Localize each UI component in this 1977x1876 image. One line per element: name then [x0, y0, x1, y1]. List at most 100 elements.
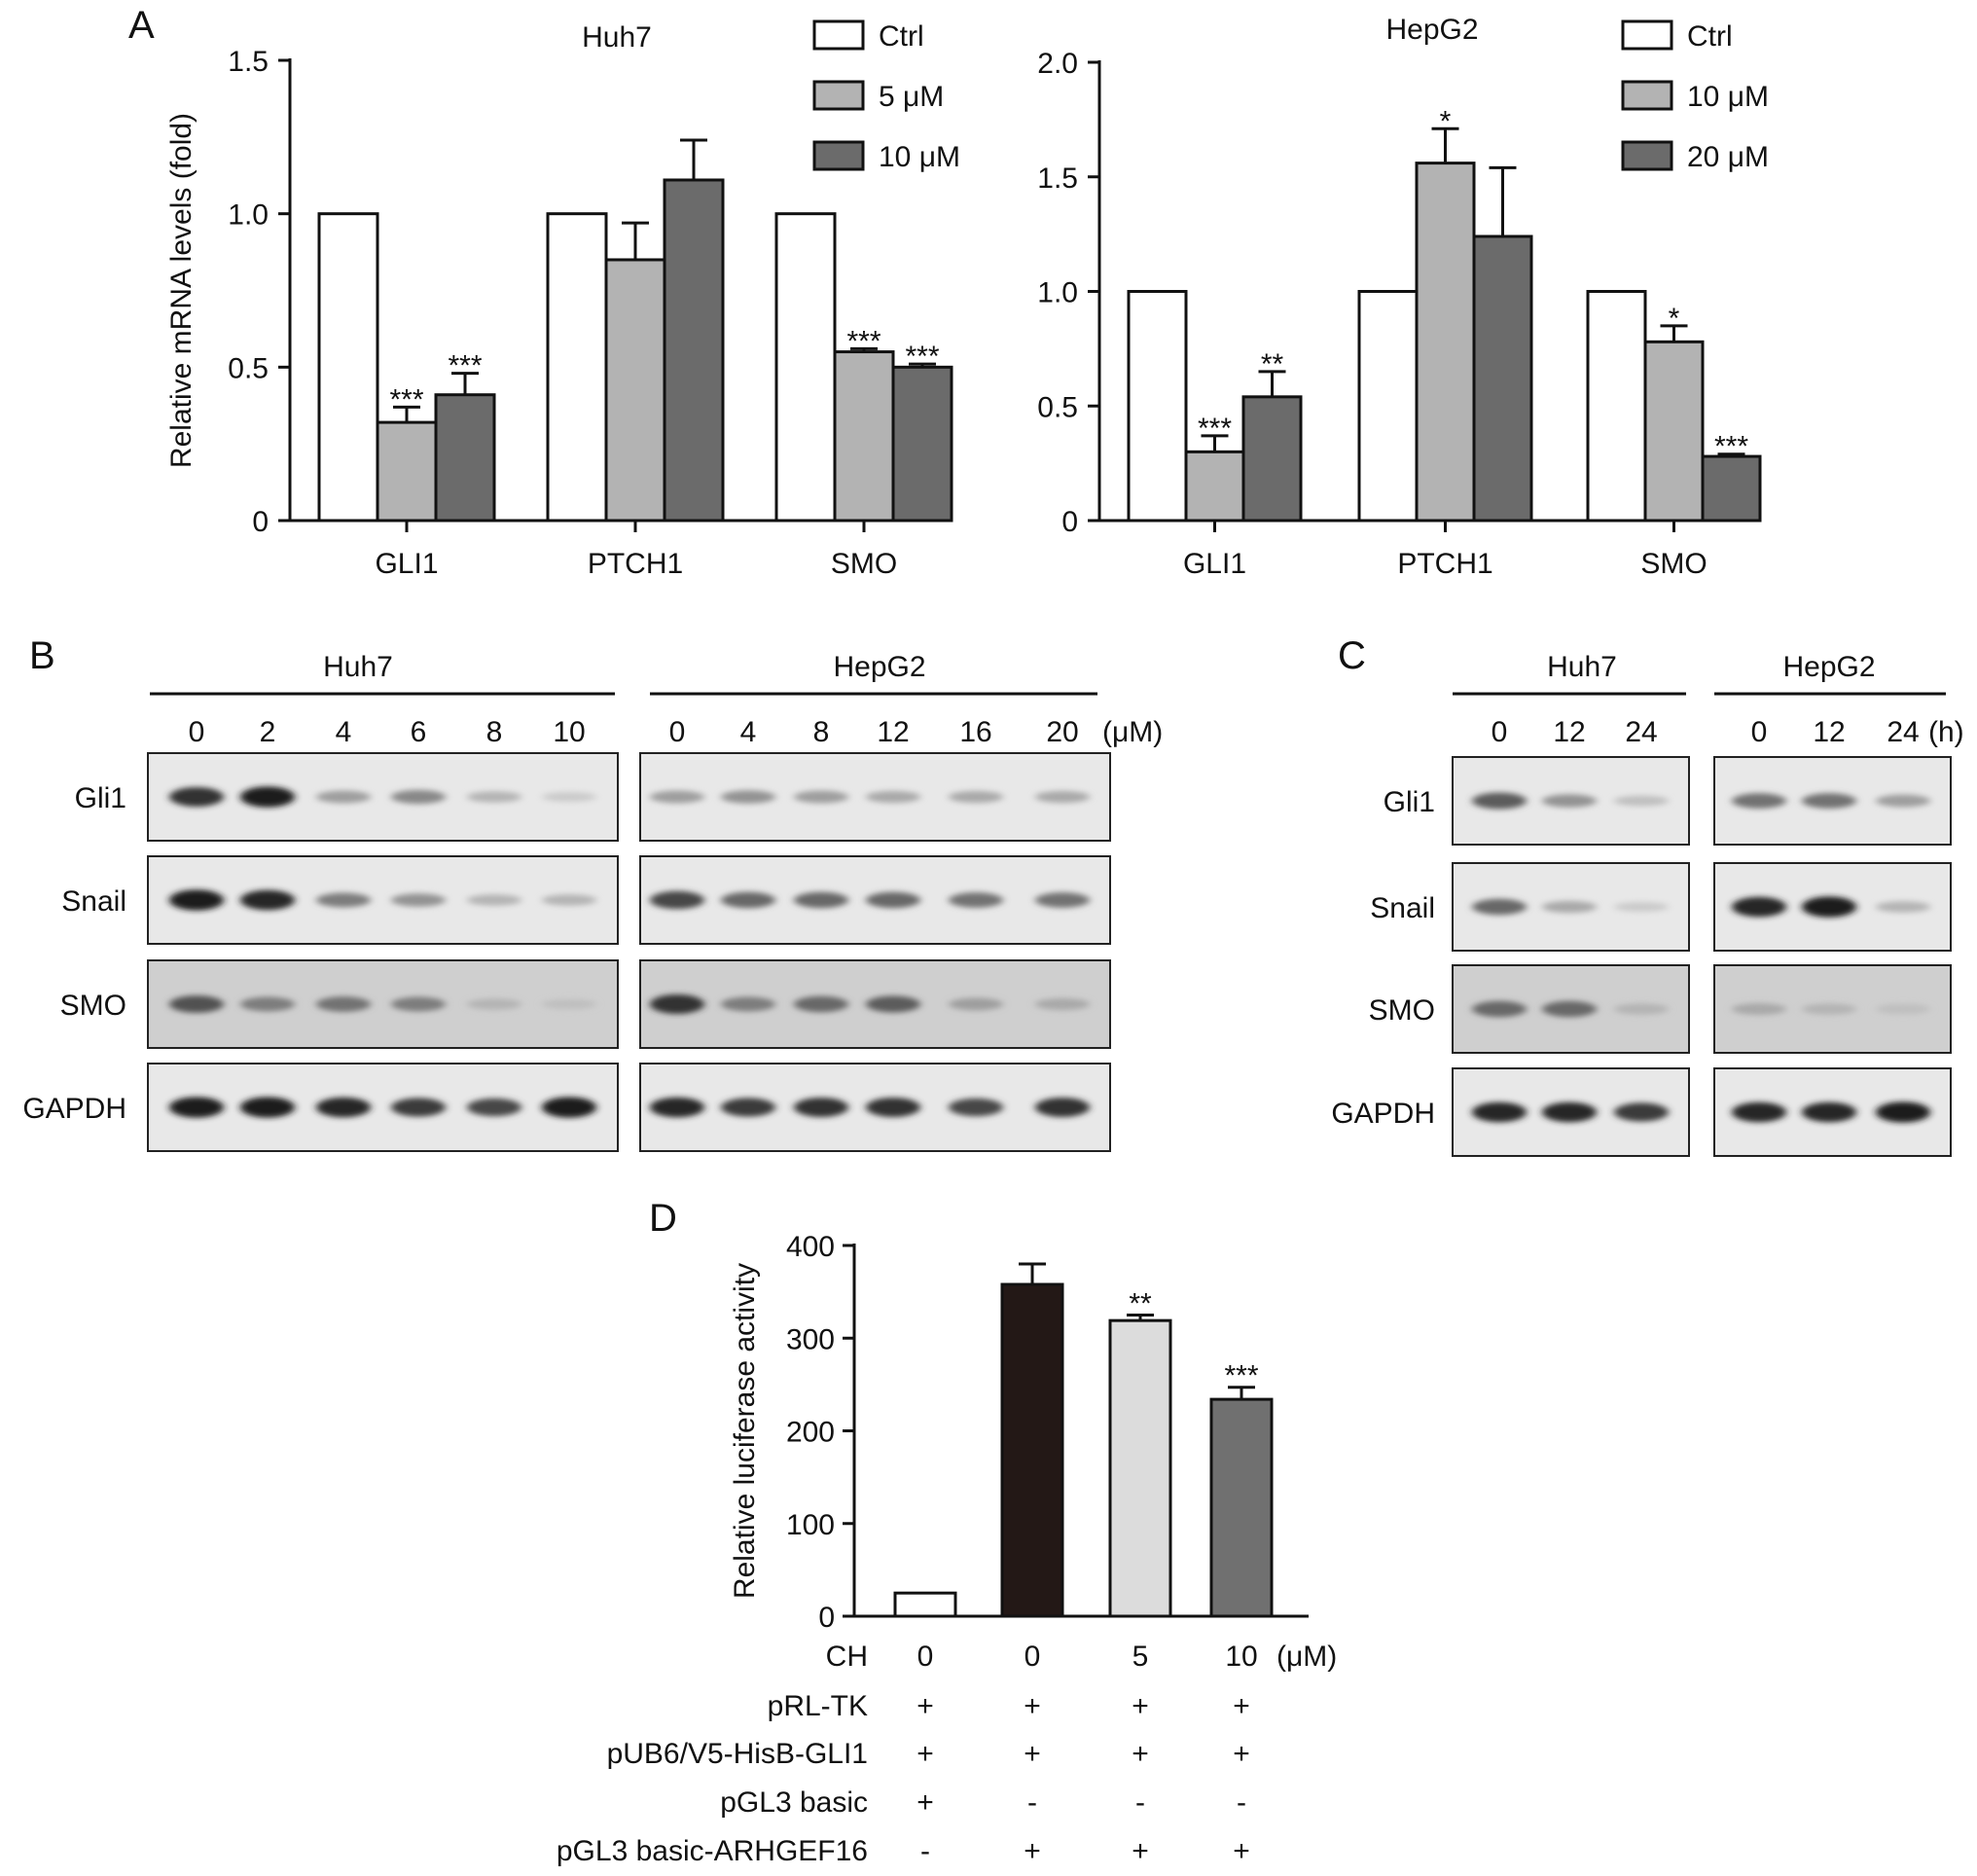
- lane-label: 8: [813, 716, 830, 748]
- blot-band: [1542, 1101, 1597, 1123]
- condition-mark: +: [917, 1690, 934, 1722]
- protein-label: Gli1: [75, 782, 126, 814]
- significance-label: ***: [846, 325, 881, 357]
- blot-strip-SMO-1: [1713, 964, 1952, 1054]
- blot-band: [1876, 794, 1930, 808]
- lane-label: 12: [1813, 716, 1845, 748]
- legend-label: 20 μM: [1687, 141, 1769, 173]
- protein-label: SMO: [60, 990, 126, 1022]
- significance-label: **: [1129, 1287, 1152, 1319]
- y-tick-label: 2.0: [1037, 48, 1078, 80]
- blot-band: [794, 1098, 848, 1117]
- blot-band: [1876, 1003, 1930, 1015]
- legend-swatch: [812, 19, 865, 51]
- blot-band: [1732, 793, 1786, 809]
- condition-mark: +: [1024, 1738, 1041, 1770]
- unit-label: (h): [1928, 716, 1964, 748]
- lane-label: 24: [1625, 716, 1657, 748]
- legend-swatch: [812, 140, 865, 171]
- bar-SMO-0: [774, 212, 837, 523]
- condition-mark: +: [1233, 1835, 1250, 1867]
- lane-label: 8: [486, 716, 503, 748]
- blot-strip-SMO-0: [147, 959, 619, 1049]
- bar-GLI1-1: [376, 420, 438, 523]
- condition-mark: -: [1135, 1786, 1145, 1819]
- cell-line-label: HepG2: [833, 651, 925, 683]
- bar-GLI1-2: [434, 393, 496, 523]
- blot-band: [650, 1097, 704, 1118]
- lane-label: 10: [553, 716, 585, 748]
- blot-band: [1035, 997, 1090, 1011]
- legend-swatch: [812, 80, 865, 111]
- y-tick-label: 0: [1061, 506, 1078, 538]
- lane-label: 2: [260, 716, 276, 748]
- x-tick-label: SMO: [1640, 548, 1707, 580]
- blot-band: [169, 787, 224, 807]
- y-tick-label: 0.5: [228, 352, 269, 384]
- lane-label: 12: [1553, 716, 1585, 748]
- condition-mark: -: [1027, 1786, 1037, 1819]
- condition-label: pUB6/V5-HisB-GLI1: [607, 1738, 868, 1770]
- condition-mark: +: [917, 1786, 934, 1819]
- blot-band: [1802, 896, 1856, 918]
- blot-band: [391, 996, 446, 1012]
- blot-band: [1472, 1000, 1527, 1018]
- cell-line-label: Huh7: [1547, 651, 1617, 683]
- bar-GLI1-0: [317, 212, 379, 523]
- blot-band: [866, 995, 920, 1013]
- blot-band: [721, 996, 775, 1012]
- protein-label: Snail: [61, 885, 126, 918]
- blot-frame: [147, 752, 619, 842]
- blot-group-HepG2: HepG2 0 12 24: [1714, 651, 1946, 748]
- blot-strip-Gli1-0: [1452, 756, 1690, 846]
- blot-band: [1732, 1101, 1786, 1123]
- blot-strip-GAPDH-1: [639, 1063, 1111, 1152]
- blot-band: [1802, 793, 1856, 809]
- blot-frame: [147, 1063, 619, 1152]
- lane-label: 0: [1751, 716, 1768, 748]
- blot-strip-GAPDH-1: [1713, 1067, 1952, 1157]
- blot-strip-SMO-0: [1452, 964, 1690, 1054]
- significance-label: ***: [1224, 1360, 1258, 1392]
- y-tick-label: 0: [818, 1602, 835, 1634]
- blot-band: [1035, 892, 1090, 908]
- blot-band: [316, 892, 371, 908]
- lane-label: 6: [411, 716, 427, 748]
- chart-title: Huh7: [582, 21, 652, 54]
- blot-band: [1614, 795, 1669, 807]
- significance-label: ***: [905, 341, 939, 373]
- bar-SMO-2: [1701, 454, 1762, 523]
- blot-group-Huh7: Huh7 0 2 4 6 8 10: [150, 651, 615, 748]
- significance-label: ***: [1714, 431, 1748, 463]
- y-tick-label: 1.5: [228, 46, 269, 78]
- blot-band: [650, 790, 704, 804]
- condition-mark: +: [917, 1738, 934, 1770]
- blot-band: [1732, 1002, 1786, 1016]
- significance-label: ***: [448, 350, 482, 382]
- condition-mark: +: [1233, 1738, 1250, 1770]
- blot-band: [794, 995, 848, 1013]
- blot-band: [721, 891, 775, 909]
- blot-band: [169, 1097, 224, 1118]
- legend-label: 5 μM: [879, 81, 944, 113]
- condition-mark: +: [1233, 1690, 1250, 1722]
- unit-label: (μM): [1276, 1641, 1337, 1673]
- blot-band: [391, 1098, 446, 1117]
- blot-band: [467, 791, 521, 803]
- blot-strip-Gli1-0: [147, 752, 619, 842]
- chart-A_huh7: 0 0.5 1.0 1.5 Relative mRNA levels (fold) Huh…: [165, 19, 960, 580]
- legend-label: 10 μM: [879, 141, 960, 173]
- blot-band: [721, 1098, 775, 1117]
- blot-band: [240, 996, 295, 1012]
- blot-band: [1472, 898, 1527, 916]
- condition-mark: +: [1132, 1738, 1149, 1770]
- legend-swatch: [1621, 140, 1673, 171]
- blot-band: [1472, 792, 1527, 810]
- blot-band: [1035, 1098, 1090, 1117]
- blot-band: [391, 789, 446, 805]
- y-tick-label: 0: [252, 506, 269, 538]
- significance-label: *: [1669, 303, 1680, 335]
- blot-band: [542, 894, 596, 906]
